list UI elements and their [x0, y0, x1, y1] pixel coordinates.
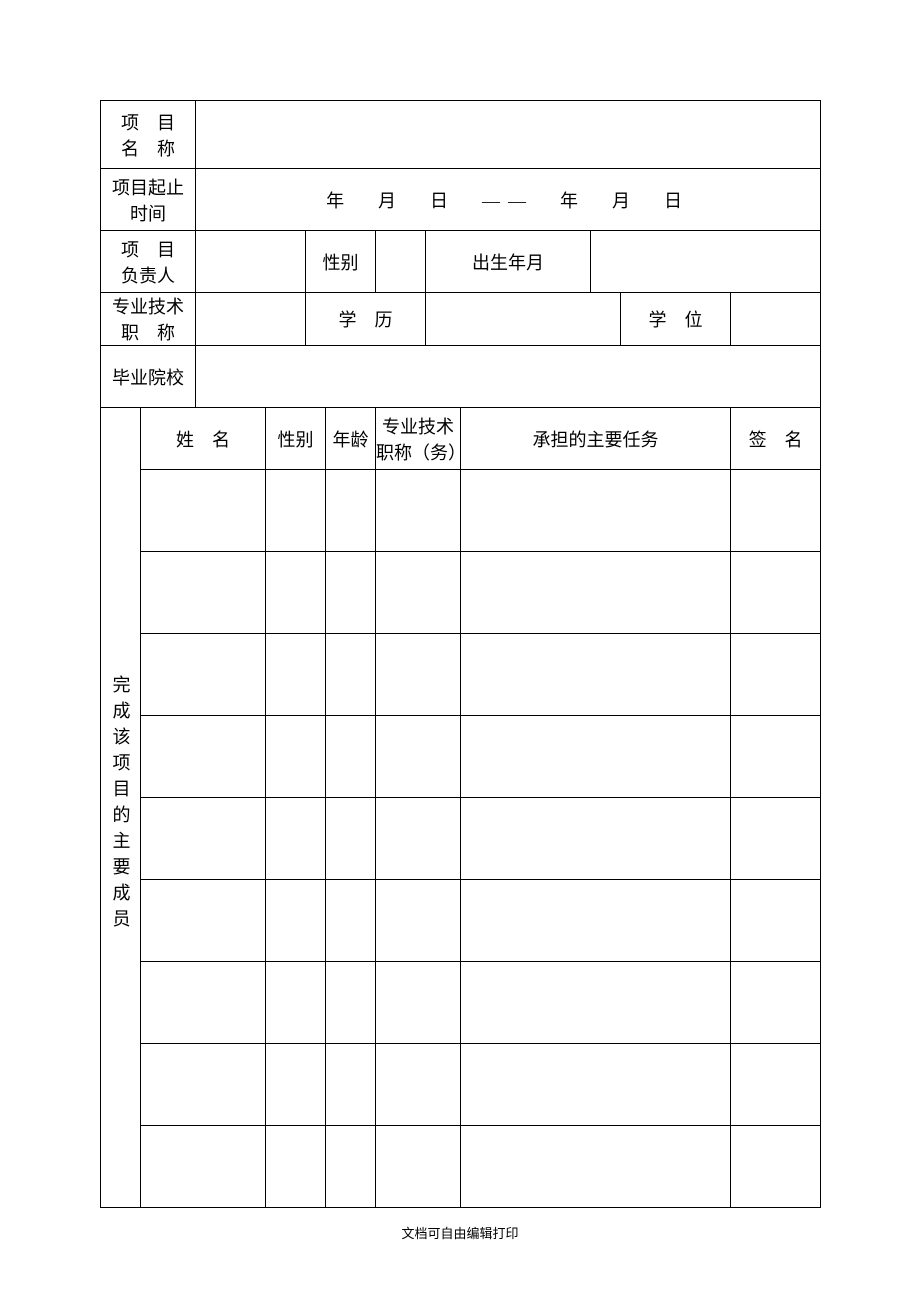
cell-age [326, 470, 376, 552]
table-row [101, 716, 821, 798]
value-project-period: 年 月 日 —— 年 月 日 [196, 169, 821, 231]
table-row [101, 634, 821, 716]
cell-title [376, 880, 461, 962]
cell-age [326, 1044, 376, 1126]
cell-age [326, 962, 376, 1044]
cell-name [141, 1044, 266, 1126]
cell-gender [266, 1044, 326, 1126]
col-gender: 性别 [266, 408, 326, 470]
table-row [101, 552, 821, 634]
cell-task [461, 798, 731, 880]
cell-age [326, 634, 376, 716]
col-sign: 签 名 [731, 408, 821, 470]
value-tech-title [196, 293, 306, 346]
cell-title [376, 716, 461, 798]
cell-title [376, 1126, 461, 1208]
value-birth [591, 231, 821, 293]
cell-task [461, 1044, 731, 1126]
col-name: 姓 名 [141, 408, 266, 470]
cell-task [461, 470, 731, 552]
cell-name [141, 880, 266, 962]
form-table: 项 目 名 称 项目起止 时间 年 月 日 —— 年 月 日 项 目 负责人 性… [100, 100, 821, 1208]
value-project-leader [196, 231, 306, 293]
cell-task [461, 634, 731, 716]
cell-age [326, 798, 376, 880]
cell-sign [731, 552, 821, 634]
cell-sign [731, 880, 821, 962]
cell-gender [266, 470, 326, 552]
cell-name [141, 552, 266, 634]
cell-name [141, 470, 266, 552]
col-age: 年龄 [326, 408, 376, 470]
cell-age [326, 552, 376, 634]
label-members-vertical: 完成该项目的主要成员 [101, 408, 141, 1208]
cell-title [376, 798, 461, 880]
cell-title [376, 962, 461, 1044]
cell-sign [731, 798, 821, 880]
cell-age [326, 716, 376, 798]
cell-name [141, 634, 266, 716]
value-education [426, 293, 621, 346]
cell-name [141, 1126, 266, 1208]
cell-sign [731, 1044, 821, 1126]
value-degree [731, 293, 821, 346]
label-degree: 学 位 [621, 293, 731, 346]
table-row [101, 962, 821, 1044]
cell-task [461, 962, 731, 1044]
cell-gender [266, 798, 326, 880]
label-gender: 性别 [306, 231, 376, 293]
label-education: 学 历 [306, 293, 426, 346]
table-row [101, 1044, 821, 1126]
cell-task [461, 1126, 731, 1208]
cell-age [326, 1126, 376, 1208]
cell-title [376, 634, 461, 716]
cell-gender [266, 634, 326, 716]
cell-sign [731, 634, 821, 716]
document-page: 项 目 名 称 项目起止 时间 年 月 日 —— 年 月 日 项 目 负责人 性… [0, 0, 920, 1208]
cell-task [461, 552, 731, 634]
label-tech-title: 专业技术 职 称 [101, 293, 196, 346]
cell-task [461, 880, 731, 962]
col-task: 承担的主要任务 [461, 408, 731, 470]
footer-text: 文档可自由编辑打印 [0, 1223, 920, 1242]
label-project-period: 项目起止 时间 [101, 169, 196, 231]
cell-title [376, 470, 461, 552]
cell-task [461, 716, 731, 798]
cell-sign [731, 716, 821, 798]
cell-title [376, 552, 461, 634]
col-tech-title: 专业技术 职称（务） [376, 408, 461, 470]
value-project-name [196, 101, 821, 169]
cell-gender [266, 1126, 326, 1208]
table-row [101, 470, 821, 552]
cell-gender [266, 716, 326, 798]
value-gender [376, 231, 426, 293]
cell-sign [731, 1126, 821, 1208]
label-grad-school: 毕业院校 [101, 346, 196, 408]
cell-gender [266, 962, 326, 1044]
cell-name [141, 962, 266, 1044]
cell-title [376, 1044, 461, 1126]
cell-name [141, 798, 266, 880]
cell-gender [266, 552, 326, 634]
cell-gender [266, 880, 326, 962]
table-row [101, 798, 821, 880]
table-row [101, 1126, 821, 1208]
cell-age [326, 880, 376, 962]
table-row [101, 880, 821, 962]
cell-sign [731, 962, 821, 1044]
label-birth: 出生年月 [426, 231, 591, 293]
label-project-leader: 项 目 负责人 [101, 231, 196, 293]
value-grad-school [196, 346, 821, 408]
cell-name [141, 716, 266, 798]
cell-sign [731, 470, 821, 552]
label-project-name: 项 目 名 称 [101, 101, 196, 169]
